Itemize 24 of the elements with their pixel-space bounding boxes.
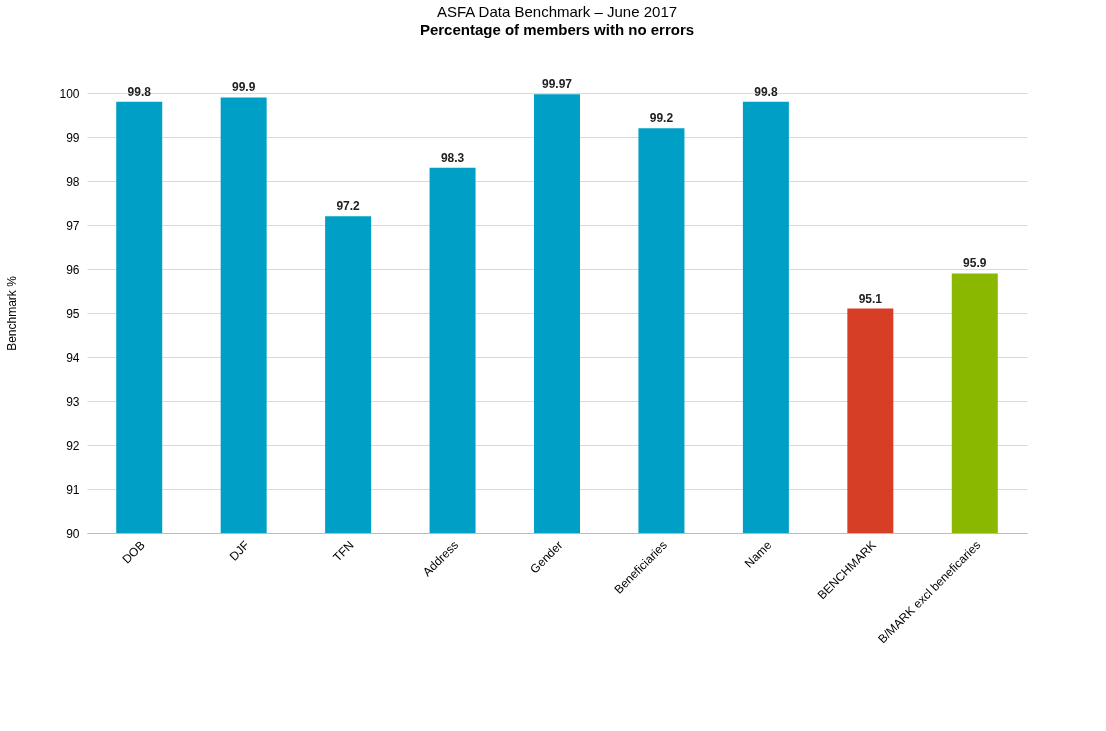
data-label: 99.97 [541,77,573,92]
y-tick-label: 93 [66,394,80,409]
data-label: 97.2 [336,199,361,214]
y-tick-label: 96 [66,262,80,277]
data-label: 95.9 [963,256,987,271]
data-label: 99.8 [754,84,778,99]
data-label: 98.3 [440,150,465,165]
chart-subtitle: Percentage of members with no errors [419,21,695,39]
data-label: 95.1 [858,291,883,306]
y-axis-title: Benchmark % [5,275,20,351]
y-tick-label: 90 [66,526,80,541]
data-label: 99.8 [127,84,152,99]
y-tick-label: 100 [59,86,80,101]
data-label: 99.2 [649,111,674,126]
y-tick-label: 94 [66,350,80,365]
y-tick-label: 91 [66,482,80,497]
chart-title: ASFA Data Benchmark – June 2017 [436,3,678,21]
y-tick-label: 99 [66,130,80,145]
y-tick-label: 98 [66,174,80,189]
data-label: 99.9 [231,80,256,95]
y-tick-label: 97 [66,218,80,233]
y-tick-label: 92 [66,438,80,453]
x-tick-label: TFN [330,538,357,565]
y-tick-label: 95 [66,306,80,321]
